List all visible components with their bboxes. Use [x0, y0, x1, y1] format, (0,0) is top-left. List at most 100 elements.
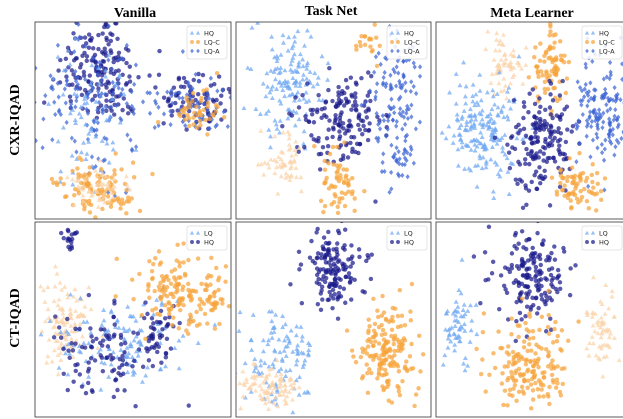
- scatter-point: [58, 176, 63, 181]
- scatter-point: [101, 307, 107, 312]
- scatter-point: [153, 100, 159, 107]
- scatter-point: [129, 343, 134, 349]
- scatter-point: [579, 102, 584, 108]
- scatter-point: [520, 389, 526, 394]
- scatter-point: [289, 58, 295, 63]
- scatter-point: [486, 224, 492, 229]
- scatter-point: [261, 348, 266, 354]
- legend-marker: [590, 30, 596, 35]
- scatter-point: [90, 191, 96, 197]
- scatter-point: [326, 161, 331, 166]
- scatter-point: [533, 130, 538, 135]
- scatter-point: [564, 104, 570, 109]
- scatter-point: [380, 113, 385, 119]
- scatter-point: [400, 378, 405, 384]
- scatter-point: [67, 94, 73, 99]
- scatter-point: [350, 254, 355, 259]
- scatter-point: [88, 356, 94, 361]
- scatter-point: [565, 174, 570, 180]
- scatter-point: [418, 369, 423, 374]
- scatter-point: [168, 281, 174, 286]
- scatter-point: [536, 365, 541, 370]
- scatter-point: [126, 195, 131, 200]
- scatter-point: [411, 160, 416, 166]
- scatter-point: [498, 273, 504, 278]
- scatter-point: [156, 104, 161, 110]
- scatter-point: [506, 98, 512, 103]
- scatter-point: [409, 341, 414, 347]
- scatter-point: [258, 161, 264, 167]
- scatter-point: [296, 62, 302, 68]
- scatter-point: [296, 116, 302, 122]
- scatter-point: [542, 86, 547, 92]
- scatter-point: [568, 198, 573, 203]
- scatter-point: [106, 42, 111, 47]
- scatter-point: [352, 208, 357, 214]
- scatter-point: [75, 81, 80, 88]
- scatter-point: [612, 84, 617, 91]
- scatter-point: [445, 336, 451, 341]
- scatter-point: [543, 346, 549, 352]
- scatter-point: [150, 275, 155, 281]
- scatter-point: [106, 198, 112, 203]
- scatter-point: [49, 85, 54, 91]
- scatter-point: [608, 96, 613, 102]
- scatter-point: [147, 110, 153, 117]
- scatter-point: [258, 362, 264, 368]
- scatter-point: [85, 181, 91, 187]
- scatter-point: [164, 285, 170, 290]
- scatter-point: [526, 188, 532, 193]
- scatter-point: [152, 124, 157, 131]
- scatter-point: [396, 344, 402, 350]
- scatter-point: [531, 302, 536, 308]
- scatter-point: [384, 133, 389, 139]
- scatter-point: [288, 61, 294, 67]
- scatter-point: [130, 372, 136, 377]
- scatter-point: [289, 397, 295, 402]
- scatter-point: [506, 63, 512, 68]
- scatter-point: [242, 360, 248, 366]
- scatter-point: [523, 362, 529, 367]
- scatter-point: [384, 357, 389, 362]
- scatter-point: [233, 293, 237, 297]
- scatter-point: [90, 46, 96, 51]
- scatter-point: [366, 255, 371, 260]
- scatter-point: [350, 260, 355, 266]
- scatter-point: [389, 106, 394, 112]
- scatter-point: [526, 75, 532, 80]
- scatter-point: [552, 129, 557, 134]
- scatter-point: [53, 314, 58, 319]
- scatter-point: [370, 48, 375, 53]
- scatter-point: [338, 277, 343, 282]
- scatter-point: [494, 162, 500, 167]
- scatter-point: [157, 48, 162, 54]
- scatter-point: [537, 252, 543, 258]
- scatter-point: [504, 95, 510, 101]
- scatter-point: [102, 199, 108, 205]
- scatter-point: [379, 366, 384, 371]
- scatter-point: [72, 286, 78, 292]
- scatter-point: [193, 71, 198, 78]
- scatter-point: [558, 173, 564, 178]
- scatter-point: [111, 367, 117, 372]
- scatter-point: [620, 61, 623, 67]
- scatter-point: [577, 85, 583, 91]
- scatter-point: [250, 312, 256, 317]
- scatter-point: [319, 115, 324, 121]
- scatter-point: [212, 326, 218, 331]
- scatter-point: [293, 361, 299, 367]
- scatter-point: [445, 308, 450, 314]
- scatter-point: [593, 87, 598, 93]
- scatter-point: [322, 181, 327, 186]
- scatter-point: [509, 251, 515, 256]
- scatter-point: [249, 374, 255, 380]
- scatter-point: [291, 51, 297, 57]
- scatter-point: [259, 373, 265, 378]
- scatter-point: [50, 75, 56, 81]
- scatter-point: [108, 353, 113, 358]
- scatter-point: [204, 275, 210, 281]
- scatter-point: [564, 76, 570, 81]
- scatter-point: [380, 159, 385, 166]
- scatter-point: [509, 332, 514, 337]
